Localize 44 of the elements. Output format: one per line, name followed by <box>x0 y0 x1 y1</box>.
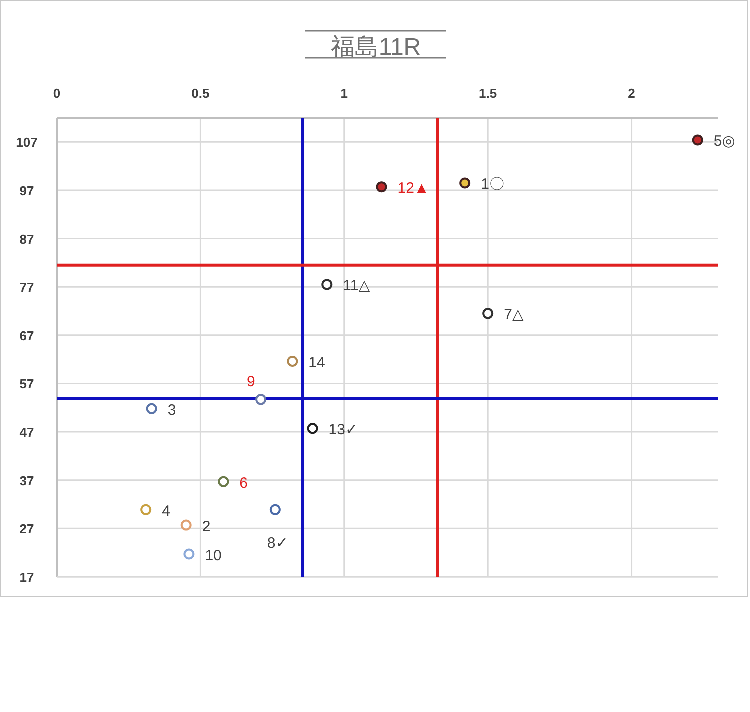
x-tick-label: 0 <box>53 86 61 101</box>
annotation: 1〇 <box>481 176 504 194</box>
point <box>180 520 192 531</box>
annotation: 11△ <box>343 278 371 295</box>
point <box>322 279 333 290</box>
annotation: 14 <box>308 354 326 372</box>
annotation: 3 <box>168 402 176 419</box>
annotation: 2 <box>202 518 211 536</box>
x-tick-label: 2 <box>628 86 636 101</box>
point <box>270 504 281 516</box>
y-tick-label: 57 <box>20 376 34 392</box>
y-tick-label: 67 <box>20 328 34 344</box>
point <box>287 356 298 368</box>
point <box>218 476 230 488</box>
y-tick-label: 37 <box>20 473 34 488</box>
y-tick-label: 87 <box>20 232 34 247</box>
y-tick-label: 107 <box>16 135 38 150</box>
point <box>184 548 195 560</box>
y-tick-label: 77 <box>20 280 34 296</box>
annotation: 5◎ <box>714 133 736 150</box>
annotation: 8✓ <box>267 534 288 552</box>
annotation: 10 <box>205 547 222 564</box>
point <box>692 134 704 146</box>
annotation: 9 <box>247 374 256 391</box>
point <box>482 308 494 320</box>
point <box>460 178 471 189</box>
x-tick-label: 0.5 <box>192 86 210 101</box>
annotation: 7△ <box>504 306 524 324</box>
y-tick-label: 17 <box>20 570 34 585</box>
y-tick-label: 47 <box>20 425 34 440</box>
annotation: 6 <box>240 474 248 492</box>
chart-title: 福島11R <box>330 34 422 61</box>
point <box>256 394 267 406</box>
annotation: 4 <box>162 502 170 520</box>
point <box>307 423 318 434</box>
annotation: 13✓ <box>328 422 358 439</box>
y-tick-label: 97 <box>20 183 34 198</box>
point <box>376 182 388 193</box>
x-tick-label: 1.5 <box>479 86 498 101</box>
y-tick-label: 27 <box>20 522 34 537</box>
annotation: 12▲ <box>398 180 430 198</box>
point <box>146 403 158 414</box>
x-tick-label: 1 <box>340 86 348 101</box>
point <box>140 504 152 516</box>
